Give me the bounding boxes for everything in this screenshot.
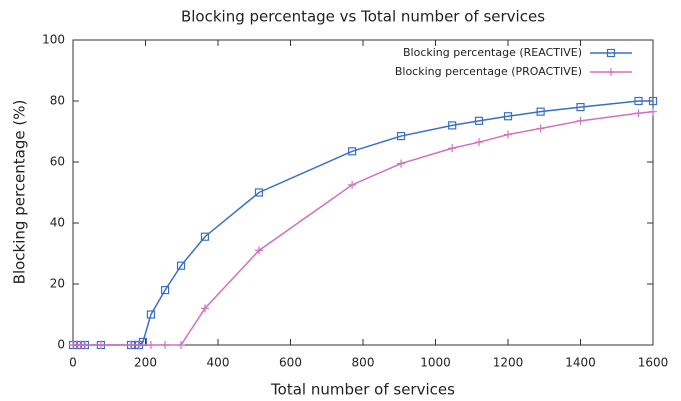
data-point	[474, 116, 484, 125]
data-point	[146, 341, 155, 349]
data-point	[448, 144, 457, 153]
y-axis-label: Blocking percentage (%)	[11, 100, 29, 285]
legend-marker	[607, 68, 615, 76]
x-tick-label: 1400	[565, 356, 596, 370]
data-point	[80, 341, 89, 349]
data-point	[634, 96, 643, 106]
data-point	[348, 147, 357, 156]
y-tick-label: 0	[57, 338, 65, 352]
x-tick-label: 1200	[493, 356, 524, 370]
x-tick-label: 1600	[638, 356, 669, 370]
data-point	[503, 112, 513, 121]
chart-title: Blocking percentage vs Total number of s…	[181, 8, 545, 26]
data-point	[254, 246, 263, 255]
series-line	[73, 100, 653, 346]
x-tick-label: 800	[352, 356, 375, 370]
y-tick-label: 80	[50, 94, 65, 108]
data-point	[161, 341, 170, 349]
data-point	[348, 180, 357, 189]
x-tick-label: 1000	[420, 356, 451, 370]
data-point	[254, 188, 264, 197]
data-point	[134, 341, 143, 349]
data-point	[127, 341, 135, 349]
data-point	[634, 109, 643, 118]
x-tick-label: 600	[279, 356, 302, 370]
data-point	[96, 341, 105, 349]
data-point	[648, 96, 658, 106]
data-point	[200, 232, 210, 241]
legend-label: Blocking percentage (REACTIVE)	[403, 46, 582, 59]
data-point	[536, 107, 545, 116]
series-line	[73, 110, 654, 346]
x-tick-label: 200	[134, 356, 157, 370]
data-point	[177, 341, 186, 349]
data-point	[576, 102, 585, 112]
data-point	[146, 310, 156, 319]
data-point	[397, 159, 406, 168]
data-point	[200, 304, 209, 313]
data-point	[160, 286, 170, 295]
data-point	[504, 130, 512, 139]
y-tick-label: 20	[50, 277, 65, 291]
x-tick-label: 0	[69, 356, 77, 370]
y-tick-label: 60	[50, 155, 65, 169]
legend-label: Blocking percentage (PROACTIVE)	[395, 65, 582, 78]
data-point	[448, 121, 457, 130]
data-point	[576, 116, 585, 125]
x-tick-label: 400	[207, 356, 230, 370]
data-point	[536, 124, 545, 133]
data-point	[176, 261, 186, 270]
data-point	[396, 131, 406, 141]
y-tick-label: 40	[50, 216, 65, 230]
data-point	[475, 138, 483, 147]
data-point	[649, 107, 657, 116]
legend-marker	[606, 48, 616, 58]
x-axis-label: Total number of services	[270, 381, 455, 399]
y-tick-label: 100	[42, 33, 65, 47]
